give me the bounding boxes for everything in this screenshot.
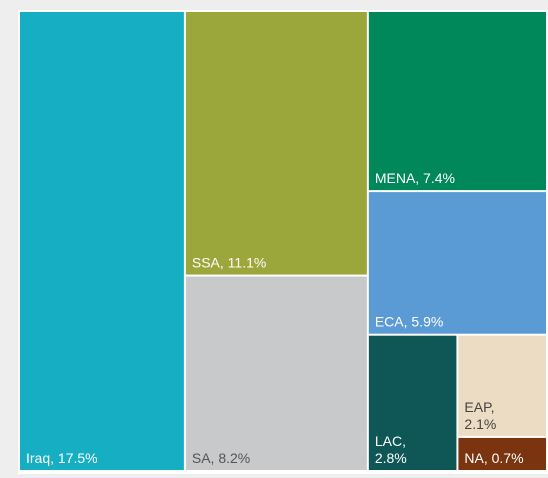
tile bbox=[458, 335, 546, 436]
tile-label: ECA, 5.9% bbox=[375, 314, 443, 330]
tile bbox=[368, 192, 546, 334]
tile-label: SA, 8.2% bbox=[192, 450, 250, 466]
tile-label: Iraq, 17.5% bbox=[26, 450, 98, 466]
tile-label: NA, 0.7% bbox=[464, 450, 523, 466]
tile bbox=[368, 12, 546, 191]
tile bbox=[368, 335, 457, 470]
tile bbox=[458, 437, 546, 470]
tile bbox=[20, 12, 184, 470]
tile bbox=[185, 276, 367, 470]
tile bbox=[185, 12, 367, 275]
tile-label: SSA, 11.1% bbox=[192, 255, 266, 271]
tile-label: EAP, 2.1% bbox=[464, 399, 498, 432]
tile-label: MENA, 7.4% bbox=[375, 170, 455, 186]
tile-label: LAC, 2.8% bbox=[375, 433, 410, 466]
